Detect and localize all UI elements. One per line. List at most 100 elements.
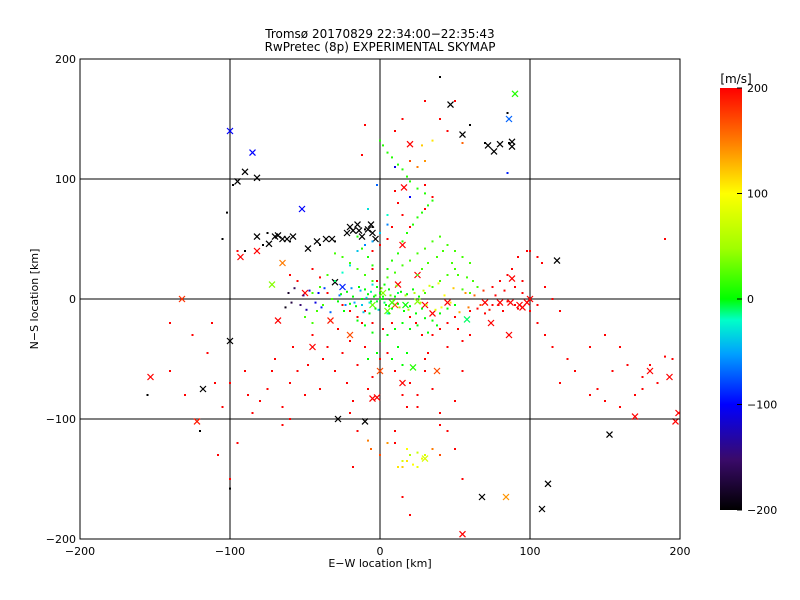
data-point-dot — [409, 305, 411, 308]
x-tick-label: 0 — [377, 545, 384, 558]
data-point-x — [433, 367, 441, 375]
data-point-x — [193, 417, 201, 425]
data-point-dot — [356, 364, 359, 366]
data-point-x — [369, 395, 376, 403]
data-point-dot — [536, 256, 539, 258]
data-point-dot — [221, 406, 224, 408]
data-point-dot — [341, 304, 344, 306]
data-point-dot — [289, 418, 291, 420]
data-point-dot — [247, 394, 249, 396]
data-point-dot — [334, 280, 336, 282]
data-point-dot — [409, 382, 411, 384]
data-point-dot — [364, 346, 366, 348]
data-point-dot — [371, 264, 374, 267]
data-point-dot — [394, 166, 396, 168]
data-point-dot — [506, 172, 509, 174]
data-point-dot — [383, 283, 386, 286]
data-point-x — [553, 257, 561, 265]
data-point-dot — [397, 292, 399, 294]
data-point-dot — [373, 295, 375, 298]
data-point-dot — [419, 301, 422, 304]
data-point-dot — [482, 289, 485, 292]
data-point-dot — [649, 364, 651, 366]
data-point-dot — [388, 312, 390, 315]
data-point-dot — [401, 460, 404, 462]
data-point-x — [606, 431, 613, 439]
colorbar-tick-label: 200 — [747, 82, 768, 95]
data-point-dot — [671, 358, 674, 360]
data-point-dot — [506, 300, 509, 303]
data-point-dot — [424, 100, 426, 102]
data-point-x — [511, 90, 519, 98]
data-point-dot — [326, 274, 329, 276]
data-point-dot — [416, 252, 419, 255]
data-point-dot — [454, 100, 456, 102]
colorbar-label: [m/s] — [720, 72, 751, 86]
data-point-x — [349, 227, 357, 235]
data-point-dot — [446, 430, 449, 432]
data-point-dot — [401, 394, 404, 396]
data-point-dot — [356, 250, 359, 252]
data-point-dot — [424, 292, 426, 294]
data-point-dot — [191, 334, 194, 336]
data-point-dot — [361, 154, 363, 156]
data-point-dot — [386, 442, 389, 444]
data-point-dot — [391, 259, 393, 262]
data-point-dot — [364, 310, 366, 312]
data-point-dot — [229, 487, 231, 490]
data-point-dot — [370, 448, 372, 450]
data-point-dot — [314, 301, 317, 304]
data-point-dot — [266, 232, 269, 234]
data-point-dot — [541, 262, 543, 264]
data-point-dot — [374, 294, 377, 297]
data-point-dot — [439, 76, 441, 78]
data-point-dot — [461, 340, 464, 342]
data-point-dot — [370, 290, 372, 293]
data-point-x — [274, 231, 282, 239]
data-point-dot — [361, 304, 363, 306]
data-point-x — [502, 493, 510, 501]
data-point-x — [268, 281, 276, 289]
data-point-x — [355, 227, 363, 235]
data-point-x — [358, 233, 366, 241]
data-point-dot — [409, 328, 411, 330]
data-point-dot — [337, 328, 339, 330]
data-point-dot — [406, 460, 408, 462]
data-point-dot — [341, 271, 344, 274]
data-point-dot — [397, 346, 399, 348]
data-point-dot — [326, 346, 329, 348]
data-point-dot — [388, 305, 390, 308]
data-point-dot — [391, 156, 393, 159]
data-point-dot — [664, 238, 666, 240]
data-point-dot — [409, 259, 411, 262]
chart-subtitle: RwPretec (8p) EXPERIMENTAL SKYMAP — [265, 40, 496, 54]
data-point-x — [346, 331, 354, 339]
data-point-dot — [454, 304, 456, 306]
data-point-x — [538, 505, 546, 513]
data-point-dot — [382, 295, 384, 298]
data-point-dot — [409, 514, 411, 516]
data-point-x — [505, 115, 513, 123]
y-tick-label: 200 — [55, 53, 76, 66]
data-point-x — [505, 331, 513, 339]
data-point-dot — [439, 424, 441, 426]
data-point-dot — [641, 376, 644, 378]
data-point-dot — [346, 290, 348, 293]
data-point-dot — [361, 247, 363, 250]
data-point-x — [526, 295, 534, 303]
y-tick-label: −100 — [46, 413, 76, 426]
data-point-dot — [604, 400, 606, 402]
data-point-dot — [206, 352, 209, 354]
data-point-dot — [379, 244, 381, 246]
data-point-dot — [506, 274, 509, 276]
data-point-dot — [428, 284, 431, 287]
data-point-dot — [401, 118, 404, 120]
data-point-dot — [391, 322, 393, 324]
data-point-dot — [371, 250, 374, 252]
data-point-dot — [311, 334, 314, 336]
data-point-dot — [352, 295, 354, 298]
data-point-dot — [424, 358, 426, 360]
data-point-dot — [371, 280, 374, 282]
data-point-dot — [244, 250, 246, 252]
data-point-dot — [454, 268, 456, 270]
